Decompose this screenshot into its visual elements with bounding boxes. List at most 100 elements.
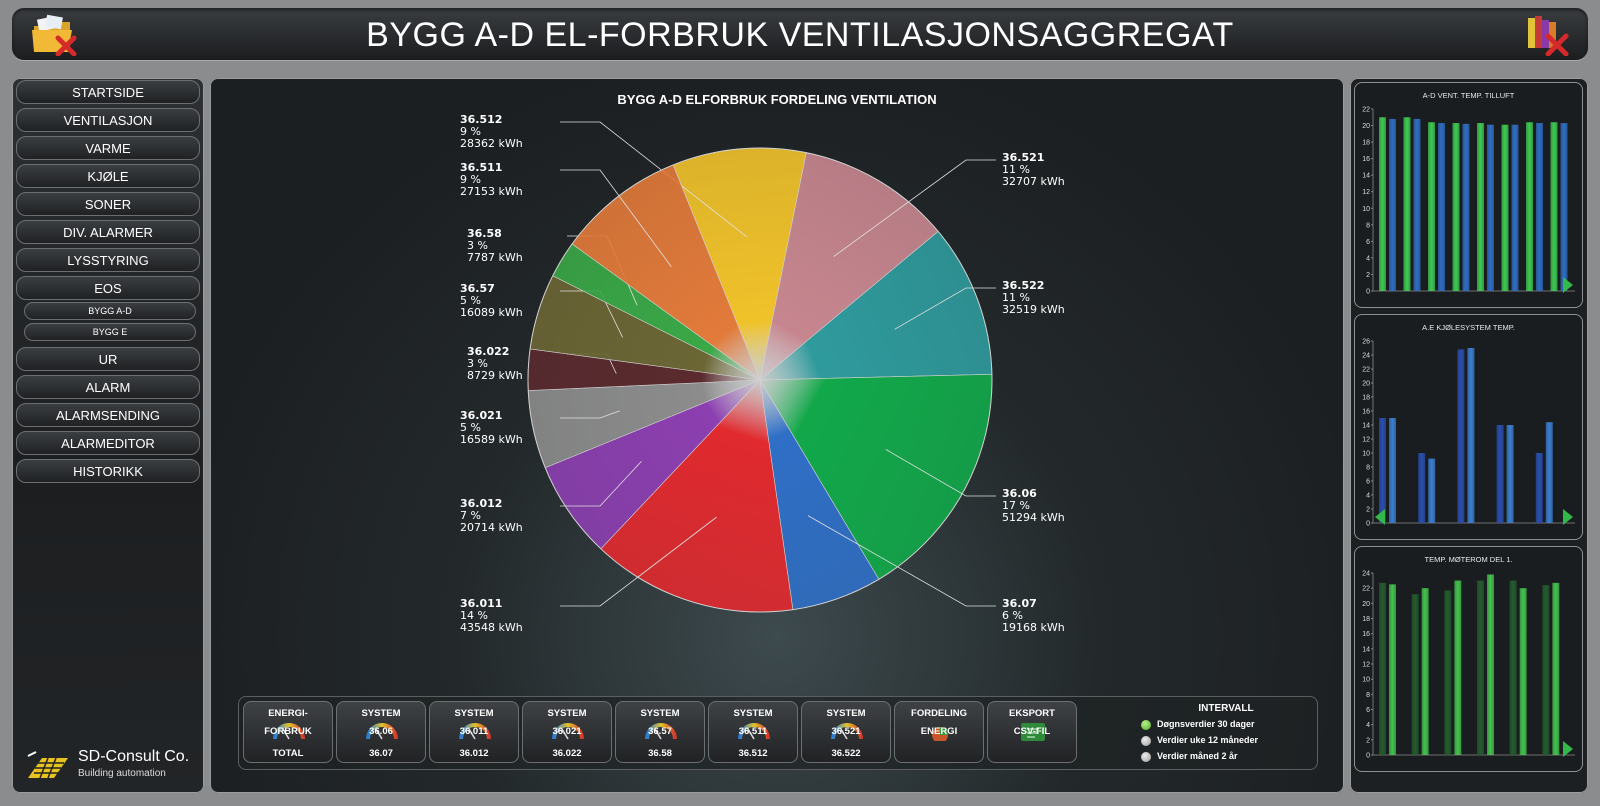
interval-option-2-years[interactable]: Verdier måned 2 år xyxy=(1141,751,1238,762)
mini-bar xyxy=(1457,349,1465,523)
mini-ytick: 6 xyxy=(1366,707,1370,714)
mini-ytick: 2 xyxy=(1366,507,1370,514)
mini-bar xyxy=(1379,418,1386,523)
mini-ytick: 0 xyxy=(1366,289,1370,296)
pie-label-percent: 9 % xyxy=(460,173,481,186)
mini-ytick: 8 xyxy=(1366,222,1370,229)
radio-unselected-icon xyxy=(1141,751,1151,762)
nav-soner-button[interactable]: SONER xyxy=(16,192,200,216)
mini-ytick: 6 xyxy=(1366,239,1370,246)
nav-div-alarmer-button[interactable]: DIV. ALARMER xyxy=(16,220,200,244)
bottom-button-label: 36.06 xyxy=(369,726,393,737)
mini-ytick: 2 xyxy=(1366,272,1370,279)
pie-chart xyxy=(527,121,996,613)
bottom-button-4[interactable]: SYSTEM 36.57 36.58 xyxy=(615,701,705,763)
gauge-icon xyxy=(459,723,491,740)
nav-eos-button[interactable]: EOS xyxy=(16,276,200,300)
mini-ytick: 16 xyxy=(1362,631,1370,638)
interval-selector: INTERVALL Døgnsverdier 30 dager Verdier … xyxy=(1141,701,1311,765)
pie-leader-line xyxy=(560,516,717,607)
pie-label-name: 36.021 xyxy=(460,409,503,422)
bottom-button-label: 36.522 xyxy=(831,748,861,759)
nav-alarm-button[interactable]: ALARM xyxy=(16,375,200,399)
bottom-button-8[interactable]: EKSPORT CSV-FIL xyxy=(987,701,1077,763)
bottom-button-label: 36.011 xyxy=(459,726,489,737)
next-arrow-icon[interactable] xyxy=(1563,277,1573,293)
interval-option-30-days[interactable]: Døgnsverdier 30 dager xyxy=(1141,719,1255,730)
bottom-button-1[interactable]: SYSTEM 36.06 36.07 xyxy=(336,701,426,763)
pie-label-value: 7787 kWh xyxy=(467,251,523,264)
bottom-button-2[interactable]: SYSTEM 36.011 36.012 xyxy=(429,701,519,763)
bottom-button-label: SYSTEM xyxy=(361,708,401,719)
mini-bar xyxy=(1509,580,1517,755)
mini-bar xyxy=(1467,348,1475,523)
mini-bar xyxy=(1545,422,1553,523)
books-close-icon[interactable] xyxy=(1522,12,1570,56)
bottom-button-5[interactable]: SYSTEM 36.511 36.512 xyxy=(708,701,798,763)
mini-bar xyxy=(1418,453,1426,523)
nav-startside-button[interactable]: STARTSIDE xyxy=(16,80,200,104)
bottom-button-7[interactable]: FORDELING ENERGI xyxy=(894,701,984,763)
next-arrow-icon[interactable] xyxy=(1563,509,1573,525)
bottom-button-label: SYSTEM xyxy=(454,708,494,719)
mini-ytick: 24 xyxy=(1362,353,1370,360)
mini-bar xyxy=(1560,123,1568,292)
page-title: BYGG A-D EL-FORBRUK VENTILASJONSAGGREGAT xyxy=(366,16,1234,54)
mini-bar xyxy=(1413,118,1421,291)
bottom-button-3[interactable]: SYSTEM 36.021 36.022 xyxy=(522,701,612,763)
prev-arrow-icon[interactable] xyxy=(1375,509,1385,525)
pie-label-name: 36.521 xyxy=(1002,151,1045,164)
pie-label-name: 36.06 xyxy=(1002,487,1037,500)
gauge-icon xyxy=(738,723,770,740)
nav-varme-button[interactable]: VARME xyxy=(16,136,200,160)
pie-leader-line xyxy=(885,449,996,497)
nav-ventilasjon-button[interactable]: VENTILASJON xyxy=(16,108,200,132)
nav-lysstyring-button[interactable]: LYSSTYRING xyxy=(16,248,200,272)
pie-label-36.022: 36.022 3 % 8729 kWh xyxy=(467,346,523,382)
nav-alarmeditor-button[interactable]: ALARMEDITOR xyxy=(16,431,200,455)
bottom-button-label: 36.07 xyxy=(369,748,393,759)
company-name: SD-Consult Co. xyxy=(78,748,190,765)
pie-label-36.011: 36.011 14 % 43548 kWh xyxy=(460,598,523,634)
nav-ur-button[interactable]: UR xyxy=(16,347,200,371)
nav-alarmsending-button[interactable]: ALARMSENDING xyxy=(16,403,200,427)
mini-chart-moterom: 0 2 4 6 8 10 12 14 16 18 20 22 24 TEMP. MØTEROM DEL … xyxy=(1354,546,1583,772)
pie-label-36.06: 36.06 17 % 51294 kWh xyxy=(1002,488,1065,524)
pie-label-36.07: 36.07 6 % 19168 kWh xyxy=(1002,598,1065,634)
pie-outline xyxy=(527,147,993,613)
mini-ytick: 24 xyxy=(1362,571,1370,578)
mini-bar xyxy=(1487,574,1494,755)
nav-historikk-button[interactable]: HISTORIKK xyxy=(16,459,200,483)
nav-bygg-e-button[interactable]: BYGG E xyxy=(24,323,196,341)
mini-bar xyxy=(1389,584,1396,755)
bottom-button-label: 36.521 xyxy=(831,726,861,737)
mini-ytick: 20 xyxy=(1362,601,1370,608)
bottom-button-0[interactable]: ENERGI- FORBRUK TOTAL xyxy=(243,701,333,763)
pie-leader-line xyxy=(560,169,672,267)
mini-ytick: 8 xyxy=(1366,692,1370,699)
bottom-button-label: ENERGI- xyxy=(268,708,308,719)
tilluft-bar-chart: 0 2 4 6 8 10 12 14 16 18 20 22 xyxy=(1362,107,1575,296)
bottom-button-label: SYSTEM xyxy=(547,708,587,719)
nav-kjole-button[interactable]: KJØLE xyxy=(16,164,200,188)
bottom-button-6[interactable]: SYSTEM 36.521 36.522 xyxy=(801,701,891,763)
pie-label-name: 36.07 xyxy=(1002,597,1037,610)
interval-option-12-months[interactable]: Verdier uke 12 måneder xyxy=(1141,735,1258,746)
nav-bygg-a-d-button[interactable]: BYGG A-D xyxy=(24,302,196,320)
mini-bar xyxy=(1535,453,1543,523)
mini-bar xyxy=(1379,117,1386,291)
mini-chart-kjolesystem: 0 2 4 6 8 10 12 14 16 18 20 22 24 26 A.E KJØLESYSTEM … xyxy=(1354,314,1583,540)
mini-chart-title: A-D VENT. TEMP. TILLUFT xyxy=(1422,91,1515,100)
folder-close-icon[interactable] xyxy=(30,12,78,56)
mini-ytick: 12 xyxy=(1362,437,1370,444)
gauge-icon xyxy=(645,723,677,740)
interval-title: INTERVALL xyxy=(1198,703,1254,714)
bottom-button-label: TOTAL xyxy=(272,748,304,759)
mini-ytick: 4 xyxy=(1366,493,1370,500)
pie-label-name: 36.511 xyxy=(460,161,503,174)
pie-label-value: 16089 kWh xyxy=(460,306,523,319)
next-arrow-icon[interactable] xyxy=(1563,741,1573,757)
pie-label-name: 36.011 xyxy=(460,597,503,610)
mini-bar xyxy=(1552,582,1560,755)
